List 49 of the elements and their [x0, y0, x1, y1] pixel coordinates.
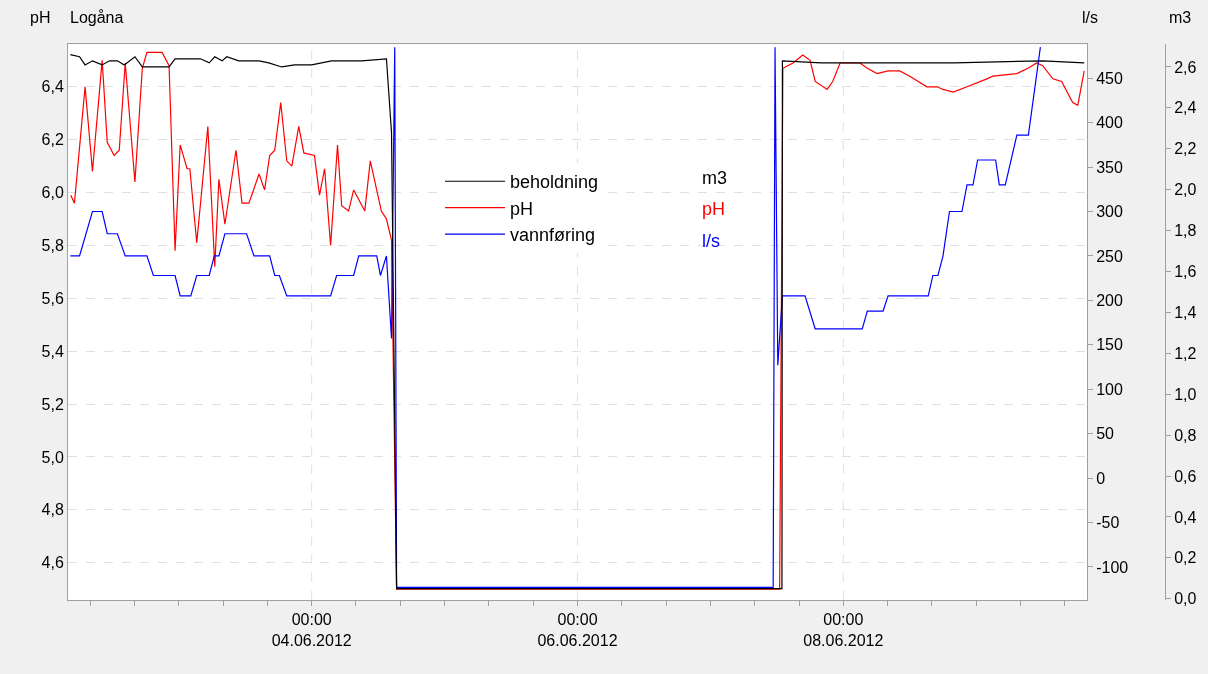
- y2-tick-label: -50: [1096, 514, 1120, 532]
- y2-tick-label: 150: [1096, 336, 1123, 354]
- y-tick-label: 6,2: [41, 131, 64, 149]
- y-tick-label: 6,0: [41, 184, 64, 202]
- y2-tick-label: 100: [1096, 380, 1123, 398]
- legend-label: pH: [510, 198, 534, 219]
- y3-tick-label: 1,8: [1174, 222, 1197, 240]
- y-tick-label: 5,8: [41, 237, 64, 255]
- annotation: m3: [702, 168, 728, 188]
- y3-tick-label: 1,6: [1174, 263, 1197, 281]
- y3-tick-label: 2,2: [1174, 140, 1197, 158]
- x-tick-label: 00:00 04.06.2012: [271, 611, 352, 649]
- y3-tick-label: 1,4: [1174, 304, 1197, 322]
- legend-label: beholdning: [510, 172, 599, 193]
- y2-tick-label: -100: [1096, 558, 1129, 576]
- y3-tick-label: 2,6: [1174, 58, 1197, 76]
- y-tick-label: 5,2: [41, 395, 64, 413]
- y2-tick-label: 250: [1096, 247, 1123, 265]
- y2-tick-label: 400: [1096, 114, 1123, 132]
- y3-axis-title: m3: [1169, 9, 1192, 26]
- y-tick-label: 5,6: [41, 289, 64, 307]
- y3-tick-label: 0,8: [1174, 426, 1197, 444]
- y3-tick-label: 0,2: [1174, 549, 1197, 567]
- y2-tick-label: 200: [1096, 291, 1123, 309]
- y-tick-label: 4,8: [41, 501, 64, 519]
- legend-label: vannføring: [510, 225, 596, 246]
- y2-tick-label: 450: [1096, 69, 1123, 87]
- y3-tick-label: 0,6: [1174, 467, 1197, 485]
- chart-title: Logåna: [70, 9, 124, 26]
- y-tick-label: 5,0: [41, 448, 64, 466]
- y3-tick-label: 1,0: [1174, 385, 1197, 403]
- annotation: l/s: [702, 231, 720, 251]
- y3-tick-label: 1,2: [1174, 344, 1197, 362]
- x-tick-label: 00:00 06.06.2012: [537, 611, 618, 649]
- y3-tick-label: 2,0: [1174, 181, 1197, 199]
- x-tick-label: 00:00 08.06.2012: [803, 611, 884, 649]
- y3-tick-label: 0,4: [1174, 508, 1197, 526]
- annotation: pH: [702, 199, 726, 219]
- y3-tick-label: 2,4: [1174, 99, 1197, 117]
- y-tick-label: 6,4: [41, 78, 64, 96]
- y3-tick-label: 0,0: [1174, 590, 1197, 608]
- y2-tick-label: 50: [1096, 425, 1115, 443]
- y2-axis-title: l/s: [1082, 9, 1098, 26]
- y-axis-title: pH: [30, 9, 51, 26]
- y2-tick-label: 0: [1096, 469, 1106, 487]
- y-tick-label: 4,6: [41, 554, 64, 572]
- y2-tick-label: 350: [1096, 158, 1123, 176]
- y-tick-label: 5,4: [41, 342, 64, 360]
- y2-tick-label: 300: [1096, 203, 1123, 221]
